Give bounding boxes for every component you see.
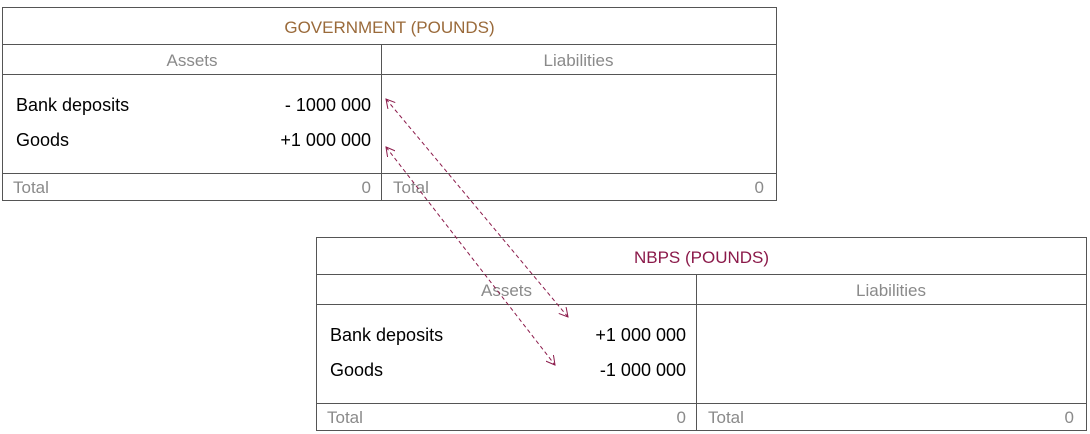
- item-label: Bank deposits: [16, 95, 130, 115]
- item-value: +1 000 000: [595, 325, 686, 345]
- title-row: [317, 238, 1086, 275]
- item-value: -1 000 000: [599, 360, 686, 380]
- item-value: +1 000 000: [280, 130, 371, 150]
- liabilities-header: Liabilities: [856, 281, 926, 300]
- total-label: Total: [708, 408, 744, 427]
- table-title: NBPS (POUNDS): [633, 248, 770, 267]
- item-value: - 1000 000: [284, 95, 371, 115]
- arrow: [386, 99, 568, 317]
- header-row: [3, 45, 776, 75]
- arrow: [386, 147, 555, 365]
- column-divider: [381, 45, 382, 200]
- total-value: 0: [754, 178, 764, 197]
- column-divider: [696, 275, 697, 430]
- item-label: Goods: [16, 130, 70, 150]
- total-value: 0: [676, 408, 686, 427]
- total-row: [317, 403, 1086, 404]
- liabilities-header: Liabilities: [543, 51, 614, 70]
- total-label: Total: [327, 408, 363, 427]
- table-title: GOVERNMENT (POUNDS): [284, 18, 495, 37]
- title-row: [3, 8, 776, 45]
- header-row: [317, 275, 1086, 305]
- total-value: 0: [361, 178, 371, 197]
- total-label: Total: [13, 178, 49, 197]
- item-label: Goods: [330, 360, 384, 380]
- total-value: 0: [1064, 408, 1074, 427]
- assets-header: Assets: [166, 51, 218, 70]
